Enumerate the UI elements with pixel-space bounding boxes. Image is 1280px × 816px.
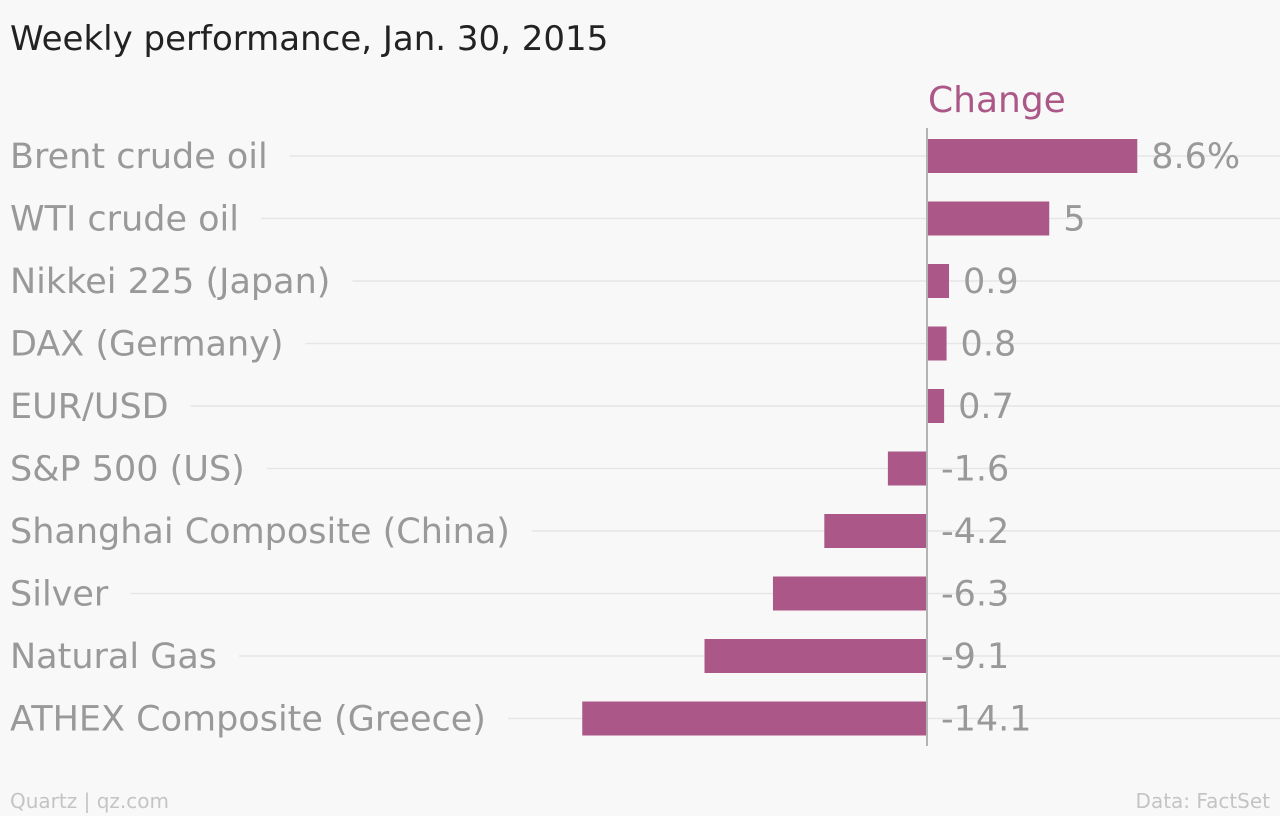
bar — [927, 264, 950, 298]
category-label: Natural Gas — [10, 637, 217, 677]
value-label: 0.7 — [958, 387, 1014, 427]
series-label: Change — [928, 80, 1066, 121]
value-label: -9.1 — [941, 637, 1009, 677]
value-label: 0.8 — [961, 325, 1017, 365]
value-label: 8.6% — [1151, 137, 1240, 177]
category-labels: Brent crude oil WTI crude oil Nikkei 225 (… — [10, 137, 510, 740]
bar — [927, 389, 945, 423]
bar — [927, 326, 947, 361]
bar — [772, 576, 927, 611]
value-label: -6.3 — [941, 575, 1009, 615]
value-label: -1.6 — [941, 450, 1009, 490]
bar — [824, 514, 927, 548]
value-label: -14.1 — [941, 700, 1032, 740]
category-label: Brent crude oil — [10, 137, 268, 177]
category-label: Nikkei 225 (Japan) — [10, 262, 330, 302]
category-label: ATHEX Composite (Greece) — [10, 700, 486, 740]
footer-source: Data: FactSet — [1136, 789, 1271, 813]
bars — [582, 139, 1138, 736]
category-label: WTI crude oil — [10, 200, 239, 240]
value-label: -4.2 — [941, 512, 1009, 552]
category-label: EUR/USD — [10, 387, 169, 427]
category-label: Shanghai Composite (China) — [10, 512, 510, 552]
bar — [927, 201, 1050, 236]
value-label: 5 — [1063, 200, 1085, 240]
value-labels: 8.6% 5 0.9 0.8 0.7 -1.6 -4.2 -6.3 -9.1 -14.1 — [941, 137, 1240, 740]
category-label: Silver — [10, 575, 109, 615]
bar — [704, 639, 927, 673]
grid-lines — [130, 155, 1280, 720]
bar — [927, 139, 1138, 173]
chart-title: Weekly performance, Jan. 30, 2015 — [10, 19, 608, 59]
category-label: S&P 500 (US) — [10, 450, 245, 490]
bar — [887, 451, 927, 486]
footer-credit: Quartz | qz.com — [10, 789, 169, 813]
category-label: DAX (Germany) — [10, 325, 284, 365]
bar — [582, 701, 927, 736]
value-label: 0.9 — [963, 262, 1019, 302]
